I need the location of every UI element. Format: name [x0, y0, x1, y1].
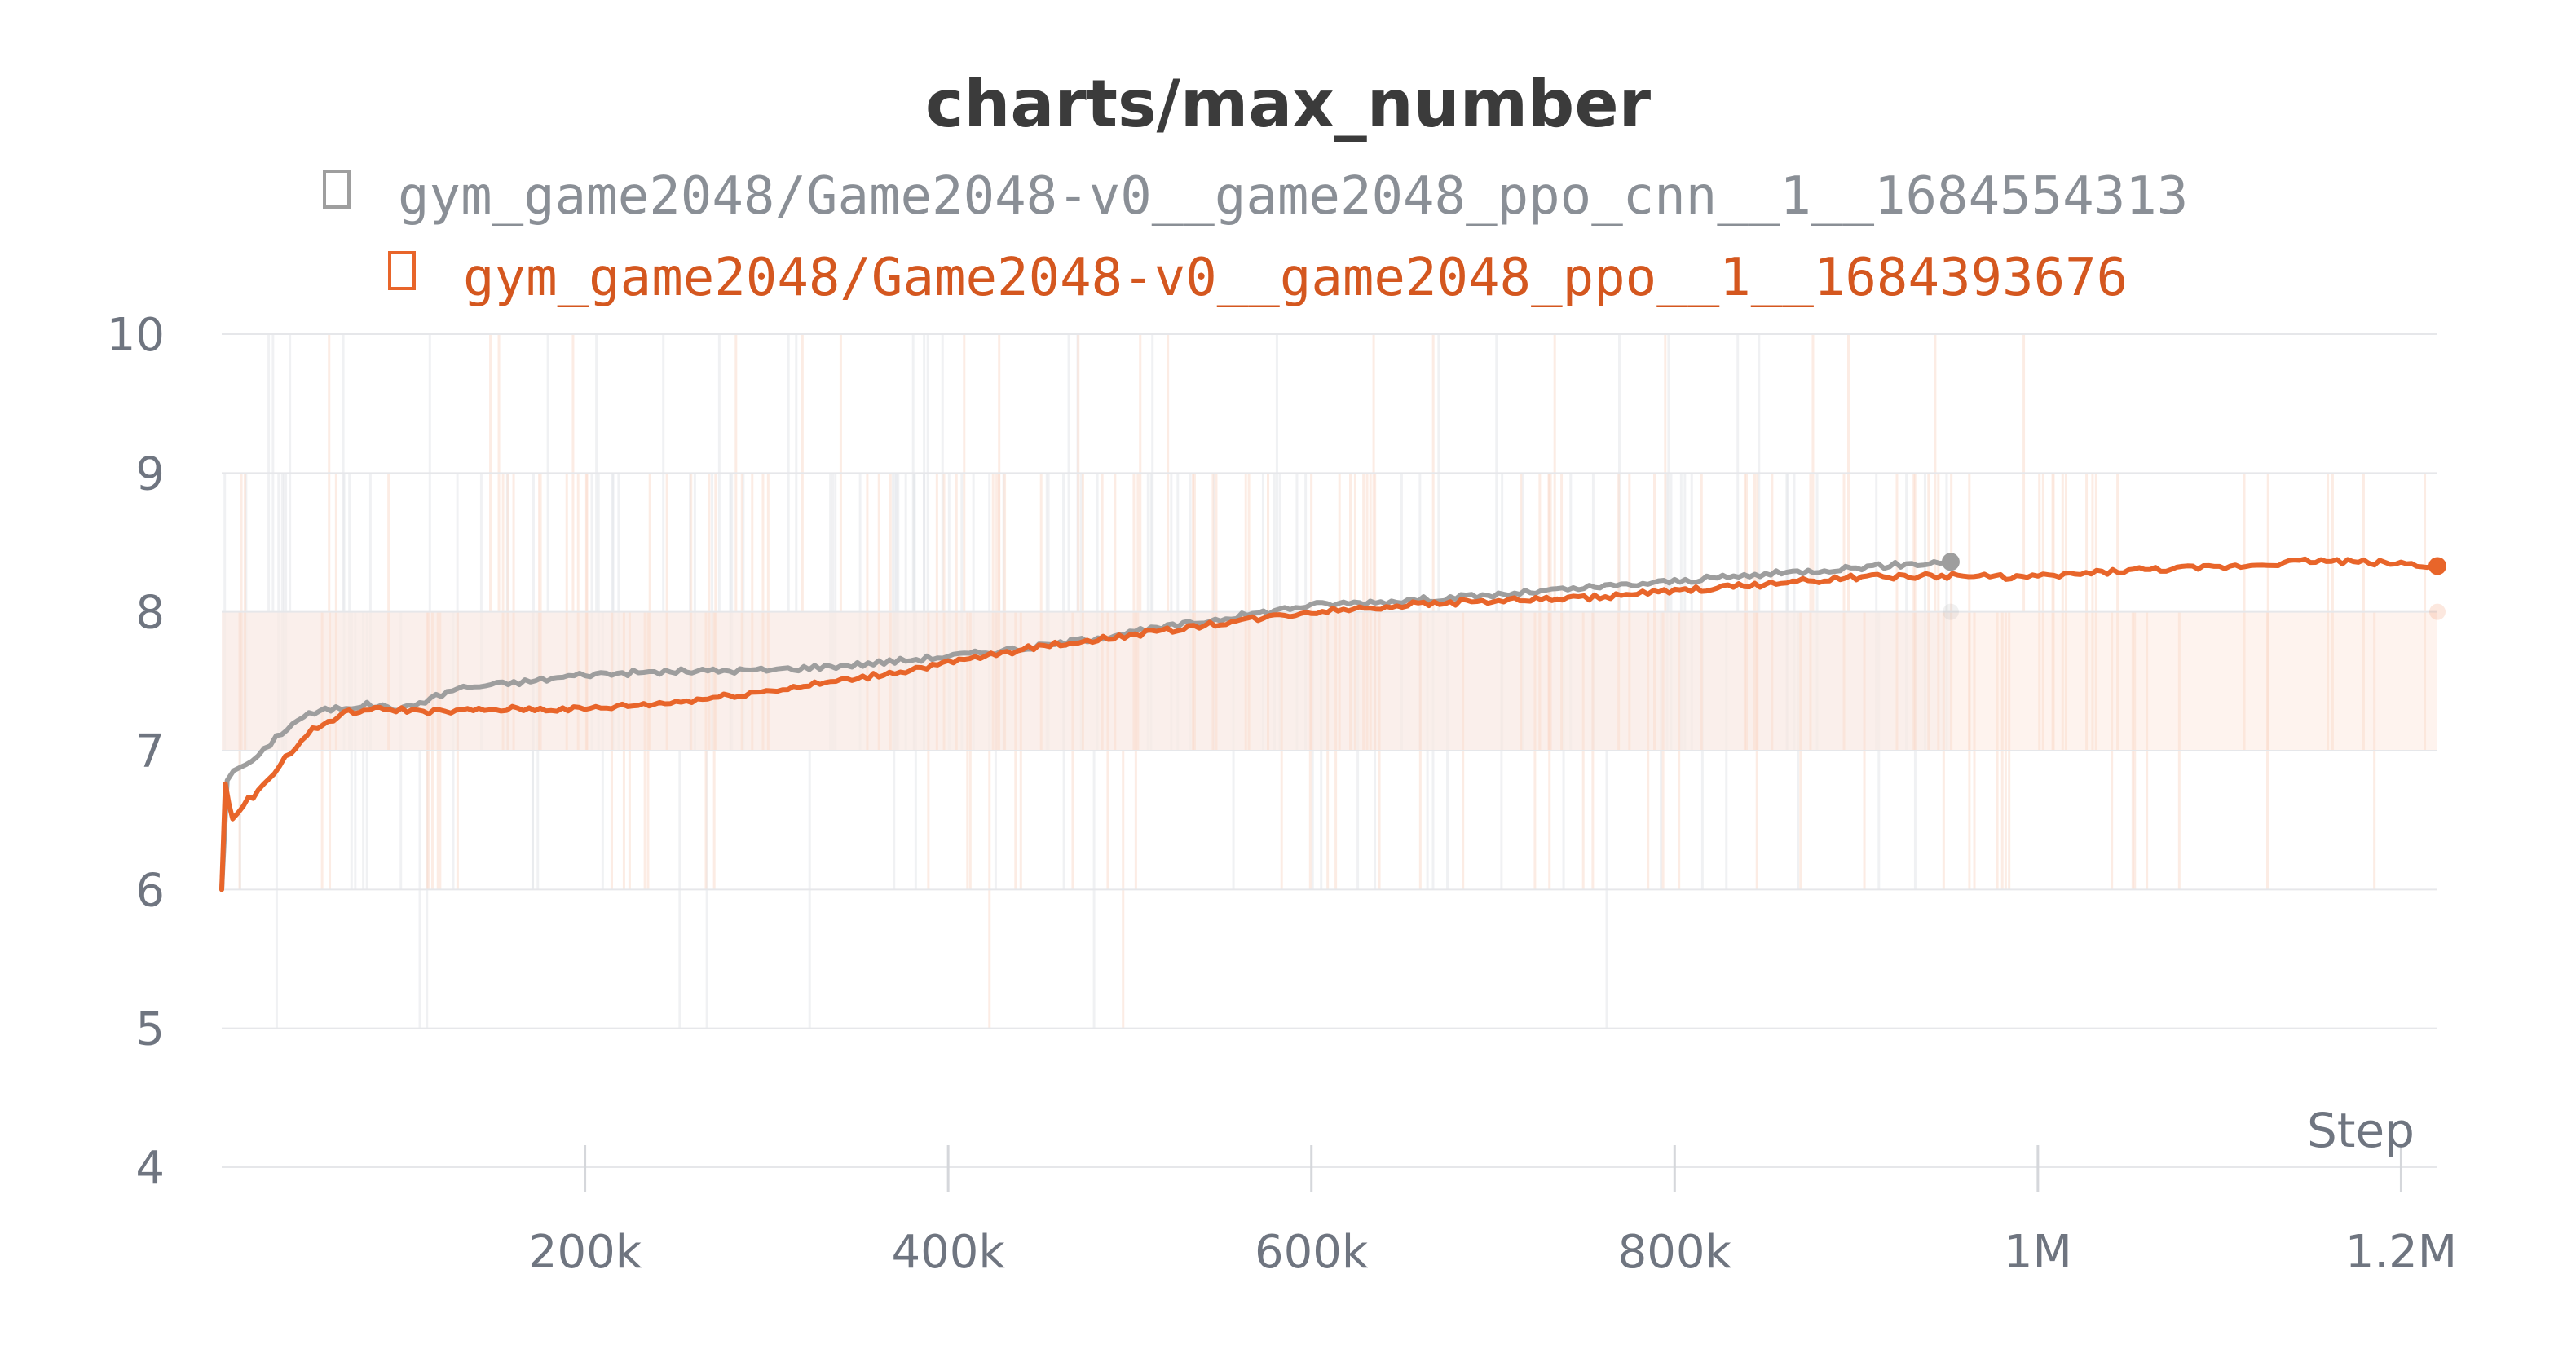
y-axis-ticks: 4 5 6 7 8 9 10 [107, 309, 165, 1195]
raw-band [222, 611, 2437, 751]
x-tick-label: 200k [528, 1226, 642, 1279]
y-tick-label: 7 [135, 725, 165, 778]
y-tick-label: 6 [135, 864, 165, 917]
legend-item-ppo-cnn[interactable]: gym_game2048/Game2048-v0__game2048_ppo_c… [323, 166, 2188, 227]
legend-label: gym_game2048/Game2048-v0__game2048_ppo_c… [398, 166, 2188, 227]
series-endpoint [1941, 553, 1960, 571]
x-tick-label: 1.2M [2345, 1226, 2457, 1279]
x-tick-label: 400k [891, 1226, 1005, 1279]
legend-item-ppo[interactable]: gym_game2048/Game2048-v0__game2048_ppo__… [388, 248, 2128, 308]
y-tick-label: 5 [135, 1003, 165, 1056]
y-tick-label: 8 [135, 587, 165, 640]
series-raw-endpoint [1942, 603, 1959, 620]
series-endpoint [2428, 557, 2446, 575]
x-axis-ticks: 200k 400k 600k 800k 1M 1.2M [528, 1145, 2457, 1279]
raw-data-band [222, 334, 2437, 1029]
square-icon [388, 251, 416, 290]
series-line [219, 556, 2440, 892]
y-tick-label: 4 [135, 1142, 165, 1195]
x-tick-label: 1M [2004, 1226, 2072, 1279]
x-tick-label: 800k [1618, 1226, 1732, 1279]
series-raw-endpoint [2429, 603, 2446, 620]
grid-lines [222, 333, 2437, 1168]
chart-title: charts/max_number [925, 66, 1652, 142]
legend-label: gym_game2048/Game2048-v0__game2048_ppo__… [463, 248, 2128, 308]
y-tick-label: 10 [107, 309, 165, 362]
legend: gym_game2048/Game2048-v0__game2048_ppo_c… [323, 166, 2188, 308]
x-axis-label: Step [2307, 1103, 2415, 1158]
y-tick-label: 9 [135, 447, 165, 500]
square-icon [323, 170, 351, 209]
series-lines [219, 553, 2446, 892]
x-tick-label: 600k [1255, 1226, 1369, 1279]
